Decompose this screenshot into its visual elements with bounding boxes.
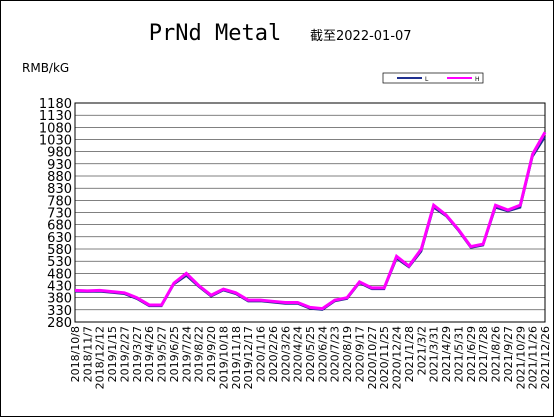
y-tick-label: 580 — [47, 243, 72, 258]
x-tick-label: 2019/7/24 — [180, 326, 193, 382]
y-tick-label: 630 — [47, 231, 72, 246]
x-tick-label: 2019/8/22 — [193, 326, 206, 382]
x-tick-label: 2020/3/26 — [279, 326, 292, 382]
x-tick-label: 2019/4/26 — [143, 326, 156, 382]
x-tick-label: 2020/9/17 — [353, 326, 366, 382]
y-tick-label: 730 — [47, 207, 72, 222]
x-tick-label: 2018/10/8 — [69, 326, 82, 382]
y-axis-label: RMB/kG — [22, 61, 69, 75]
y-tick-label: 380 — [47, 292, 72, 307]
y-tick-label: 1130 — [39, 109, 72, 124]
x-tick-label: 2020/8/19 — [341, 326, 354, 382]
y-tick-label: 480 — [47, 267, 72, 282]
x-tick-label: 2019/9/20 — [205, 326, 218, 382]
x-tick-label: 2020/2/26 — [267, 326, 280, 382]
y-tick-label: 780 — [47, 194, 72, 209]
x-tick-label: 2021/5/31 — [452, 326, 465, 382]
y-tick-label: 1180 — [39, 97, 72, 112]
legend — [382, 72, 484, 84]
y-tick-label: 680 — [47, 219, 72, 234]
legend-label: L — [425, 76, 429, 83]
x-tick-label: 2020/5/25 — [304, 326, 317, 382]
y-tick-label: 280 — [47, 316, 72, 331]
x-tick-label: 2021/3/2 — [415, 326, 428, 375]
x-tick-label: 2019/5/27 — [156, 326, 169, 382]
x-tick-label: 2019/11/18 — [230, 326, 243, 389]
x-tick-label: 2021/1/28 — [403, 326, 416, 382]
chart-subtitle: 截至2022-01-07 — [310, 29, 412, 44]
y-tick-label: 930 — [47, 158, 72, 173]
x-tick-label: 2021/3/31 — [428, 326, 441, 382]
chart-title: PrNd Metal — [149, 21, 281, 46]
x-tick-label: 2021/9/27 — [502, 326, 515, 382]
x-tick-label: 2021/8/26 — [490, 326, 503, 382]
x-tick-label: 2021/10/29 — [514, 326, 527, 389]
x-tick-label: 2021/11/26 — [527, 326, 540, 389]
x-tick-label: 2019/6/25 — [168, 326, 181, 382]
y-tick-label: 830 — [47, 182, 72, 197]
x-tick-label: 2020/6/24 — [316, 326, 329, 382]
y-tick-label: 1080 — [39, 121, 72, 136]
x-tick-label: 2019/2/27 — [118, 326, 131, 382]
y-tick-label: 330 — [47, 304, 72, 319]
x-tick-label: 2020/4/24 — [292, 326, 305, 382]
x-tick-label: 2020/10/27 — [366, 326, 379, 389]
x-tick-label: 2018/11/7 — [81, 326, 94, 382]
x-tick-label: 2020/12/24 — [391, 326, 404, 389]
y-tick-label: 430 — [47, 280, 72, 295]
x-tick-label: 2018/12/12 — [94, 326, 107, 389]
y-tick-label: 530 — [47, 255, 72, 270]
x-tick-label: 2019/10/18 — [217, 326, 230, 389]
x-tick-label: 2021/7/28 — [477, 326, 490, 382]
legend-label: H — [475, 76, 480, 83]
x-tick-label: 2020/7/23 — [329, 326, 342, 382]
x-tick-label: 2020/11/25 — [378, 326, 391, 389]
x-tick-label: 2021/4/29 — [440, 326, 453, 382]
x-tick-label: 2021/6/29 — [465, 326, 478, 382]
y-tick-label: 980 — [47, 146, 72, 161]
x-tick-label: 2021/12/26 — [539, 326, 552, 389]
x-tick-label: 2019/12/17 — [242, 326, 255, 389]
x-tick-label: 2020/1/16 — [255, 326, 268, 382]
x-tick-label: 2019/1/15 — [106, 326, 119, 382]
y-tick-label: 1030 — [39, 134, 72, 149]
x-tick-label: 2019/3/27 — [131, 326, 144, 382]
y-tick-label: 880 — [47, 170, 72, 185]
line-series — [74, 131, 547, 311]
